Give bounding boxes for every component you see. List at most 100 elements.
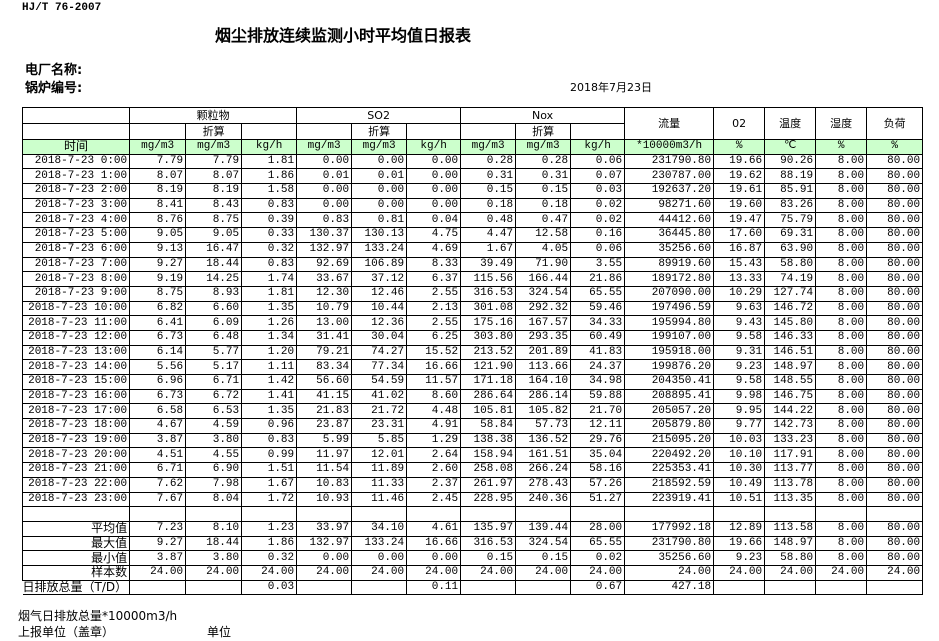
table-cell: 7.62 bbox=[129, 476, 187, 493]
table-cell: 0.00 bbox=[406, 197, 462, 214]
table-cell: 5.56 bbox=[129, 359, 187, 375]
table-cell: 220492.20 bbox=[624, 447, 715, 464]
table-cell: 10.93 bbox=[296, 491, 353, 508]
table-cell: 30.04 bbox=[351, 329, 408, 346]
summary-row: 样本数 24.00 24.00 24.00 24.00 24.00 24.00 24.00 24… bbox=[21, 564, 924, 581]
table-cell: 39.49 bbox=[460, 256, 517, 273]
table-cell: 0.15 bbox=[515, 183, 572, 199]
table-row: 2018-7-23 3:00 8.41 8.43 0.83 0.00 0.00 0.00 0.… bbox=[21, 197, 924, 214]
table-cell: 301.08 bbox=[460, 300, 517, 317]
table-cell: 7.23 bbox=[129, 520, 187, 537]
table-cell: 10.51 bbox=[713, 491, 766, 508]
table-row-label: 2018-7-23 14:00 bbox=[21, 359, 131, 375]
table-cell: 1.81 bbox=[241, 153, 298, 170]
table-cell: kg/h bbox=[570, 139, 626, 155]
summary-row: 平均值 7.23 8.10 1.23 33.97 34.10 4.61 135.97 139.4… bbox=[21, 520, 924, 537]
table-cell: 6.73 bbox=[129, 329, 187, 346]
table-cell: 4.55 bbox=[185, 447, 243, 464]
table-cell: 1.35 bbox=[241, 403, 298, 420]
table-cell: 189172.80 bbox=[624, 271, 715, 287]
table-row-label: 2018-7-23 23:00 bbox=[21, 491, 131, 508]
table-cell: 142.73 bbox=[764, 418, 817, 434]
table-cell: 8.00 bbox=[815, 256, 868, 273]
table-cell: 4.61 bbox=[406, 520, 462, 537]
table-cell: 4.59 bbox=[185, 418, 243, 434]
table-cell: 0.00 bbox=[296, 197, 353, 214]
table-cell: 7.67 bbox=[129, 491, 187, 508]
converted-header: 折算 bbox=[351, 123, 408, 140]
table-cell: 8.00 bbox=[815, 315, 868, 331]
table-cell: 10.49 bbox=[713, 476, 766, 493]
table-cell: 7.79 bbox=[185, 153, 243, 170]
table-cell: 98271.60 bbox=[624, 197, 715, 214]
table-cell: 231790.80 bbox=[624, 153, 715, 170]
table-cell: 316.53 bbox=[460, 285, 517, 302]
table-cell: 14.25 bbox=[185, 271, 243, 287]
table-cell: 0.00 bbox=[351, 550, 408, 566]
table-cell: 0.00 bbox=[406, 153, 462, 170]
table-cell: 195994.80 bbox=[624, 315, 715, 331]
table-row-label: 2018-7-23 3:00 bbox=[21, 197, 131, 214]
table-cell: 9.23 bbox=[713, 550, 766, 566]
table-cell: 44412.60 bbox=[624, 212, 715, 229]
table-cell: 75.79 bbox=[764, 212, 817, 229]
table-cell: 11.57 bbox=[406, 374, 462, 390]
table-cell: 148.97 bbox=[764, 535, 817, 552]
table-cell: 324.54 bbox=[515, 285, 572, 302]
table-cell: 24.00 bbox=[713, 564, 766, 581]
table-row: 2018-7-23 15:00 6.96 6.71 1.42 56.60 54.59 11.… bbox=[21, 374, 924, 390]
table-cell: 11.33 bbox=[351, 476, 408, 493]
table-cell: 148.97 bbox=[764, 359, 817, 375]
table-row: 2018-7-23 16:00 6.73 6.72 1.41 41.15 41.02 8.6… bbox=[21, 388, 924, 405]
table-cell: 3.55 bbox=[570, 256, 626, 273]
table-cell: 80.00 bbox=[866, 300, 924, 317]
table-cell: 37.12 bbox=[351, 271, 408, 287]
table-cell: 113.77 bbox=[764, 462, 817, 478]
table-cell: 1.29 bbox=[406, 432, 462, 449]
table-cell: 0.67 bbox=[570, 579, 626, 596]
table-cell: 10.30 bbox=[713, 462, 766, 478]
table-row-label: 2018-7-23 20:00 bbox=[21, 447, 131, 464]
table-cell: 113.78 bbox=[764, 476, 817, 493]
table-cell: 41.15 bbox=[296, 388, 353, 405]
table-cell: 0.02 bbox=[570, 550, 626, 566]
table-row: 2018-7-23 20:00 4.51 4.55 0.99 11.97 12.01 2.6… bbox=[21, 447, 924, 464]
table-cell bbox=[515, 579, 572, 596]
table-cell: 228.95 bbox=[460, 491, 517, 508]
table-row: 2018-7-23 14:00 5.56 5.17 1.11 83.34 77.34 16.… bbox=[21, 359, 924, 375]
particulate-header: 颗粒物 bbox=[129, 107, 298, 124]
table-cell: 223919.41 bbox=[624, 491, 715, 508]
table-cell: 105.82 bbox=[515, 403, 572, 420]
table-cell: 33.67 bbox=[296, 271, 353, 287]
table-cell: 230787.00 bbox=[624, 168, 715, 185]
daily-total-row-label: 日排放总量（T/D） bbox=[22, 579, 131, 596]
table-cell: 12.89 bbox=[713, 520, 766, 537]
table-cell: 0.00 bbox=[296, 183, 353, 199]
table-cell: 0.31 bbox=[515, 168, 572, 185]
table-cell: 127.74 bbox=[764, 285, 817, 302]
table-cell: 24.00 bbox=[815, 564, 868, 581]
table-cell: 7.98 bbox=[185, 476, 243, 493]
table-cell: 80.00 bbox=[866, 374, 924, 390]
table-cell: 0.83 bbox=[241, 432, 298, 449]
units-row-label: 时间 bbox=[21, 139, 131, 155]
table-cell: 18.44 bbox=[185, 256, 243, 273]
table-cell: 6.71 bbox=[185, 374, 243, 390]
table-cell: 0.03 bbox=[241, 579, 298, 596]
table-cell: 24.37 bbox=[570, 359, 626, 375]
table-cell: 65.55 bbox=[570, 285, 626, 302]
table-cell: 34.10 bbox=[351, 520, 408, 537]
table-cell: 8.00 bbox=[815, 476, 868, 493]
table-cell: 8.00 bbox=[815, 344, 868, 361]
table-cell: 16.87 bbox=[713, 241, 766, 258]
table-cell: 80.00 bbox=[866, 447, 924, 464]
table-cell: 2.13 bbox=[406, 300, 462, 317]
table-cell: 113.66 bbox=[515, 359, 572, 375]
table-row-label: 2018-7-23 10:00 bbox=[21, 300, 131, 317]
empty-row bbox=[21, 506, 924, 522]
table-cell: mg/m3 bbox=[351, 139, 408, 155]
table-cell: 7.79 bbox=[129, 153, 187, 170]
table-cell: 74.27 bbox=[351, 344, 408, 361]
table-cell: 19.61 bbox=[713, 183, 766, 199]
table-cell: 292.32 bbox=[515, 300, 572, 317]
